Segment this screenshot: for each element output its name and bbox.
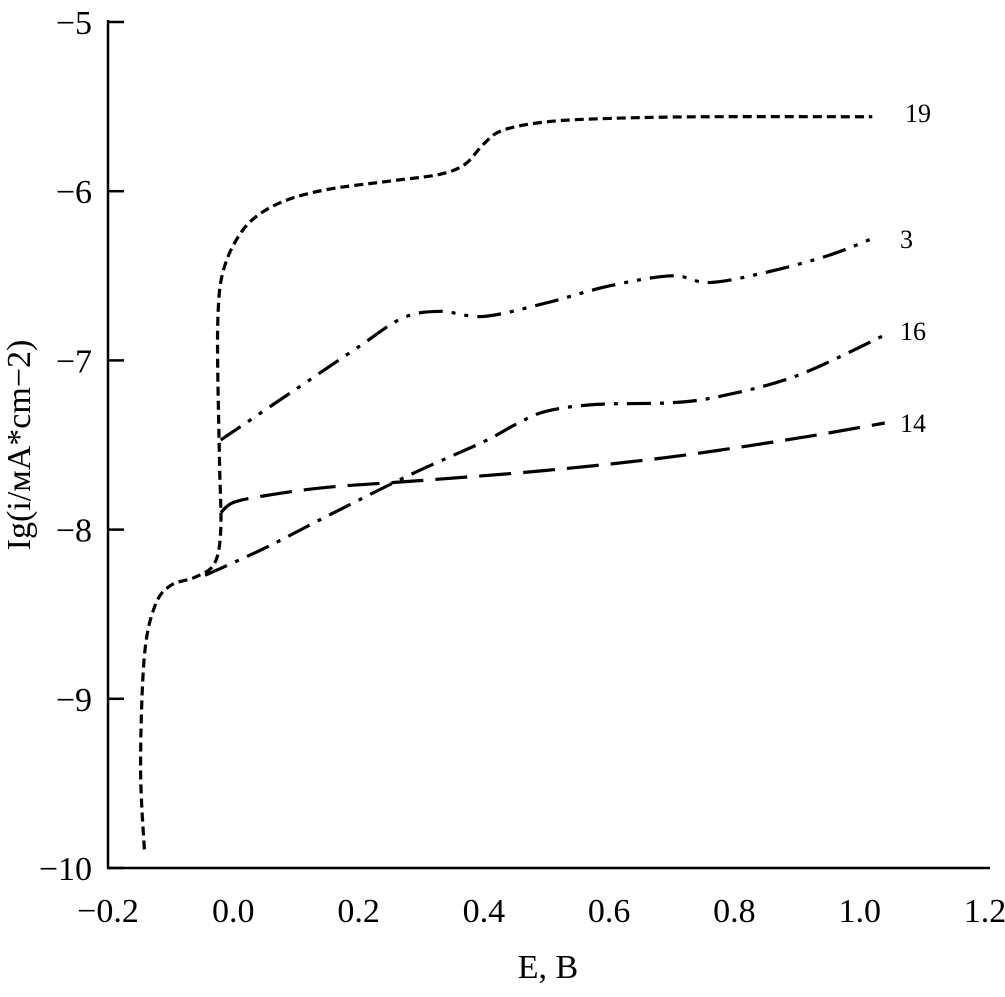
x-tick-label: −0.2 bbox=[77, 893, 139, 930]
series-line-14 bbox=[219, 421, 886, 514]
y-tick-label: −8 bbox=[56, 513, 92, 550]
curve-label-3: 3 bbox=[900, 225, 913, 254]
curve-label-16: 16 bbox=[900, 317, 926, 346]
y-axis-label: Ig(i/мА*cm−2) bbox=[1, 340, 38, 551]
series bbox=[138, 115, 886, 850]
x-tick-label: 0.4 bbox=[463, 893, 506, 930]
x-ticks: −0.2 0.0 0.2 0.4 0.6 0.8 1.0 1.2 bbox=[77, 893, 1005, 930]
y-tick-label: −7 bbox=[56, 343, 92, 380]
y-tick-label: −6 bbox=[56, 174, 92, 211]
x-axis-label: E, B bbox=[518, 949, 578, 986]
axes bbox=[106, 20, 990, 870]
x-tick-label: 1.2 bbox=[964, 893, 1005, 930]
series-line-19 bbox=[138, 115, 873, 850]
curve-label-14: 14 bbox=[900, 409, 926, 438]
x-tick-label: 0.6 bbox=[588, 893, 631, 930]
x-tick-label: 1.0 bbox=[838, 893, 881, 930]
y-tick-label: −5 bbox=[56, 5, 92, 42]
x-tick-label: 0.2 bbox=[337, 893, 380, 930]
series-line-3 bbox=[219, 237, 873, 442]
curve-label-19: 19 bbox=[905, 99, 931, 128]
curve-labels: 19 3 16 14 bbox=[900, 99, 931, 438]
y-ticks: −5 −6 −7 −8 −9 −10 bbox=[39, 5, 124, 888]
x-tick-label: 0.8 bbox=[713, 893, 756, 930]
series-line-16 bbox=[204, 333, 886, 577]
y-tick-label: −9 bbox=[56, 682, 92, 719]
y-tick-label: −10 bbox=[39, 851, 92, 888]
x-tick-label: 0.0 bbox=[212, 893, 255, 930]
